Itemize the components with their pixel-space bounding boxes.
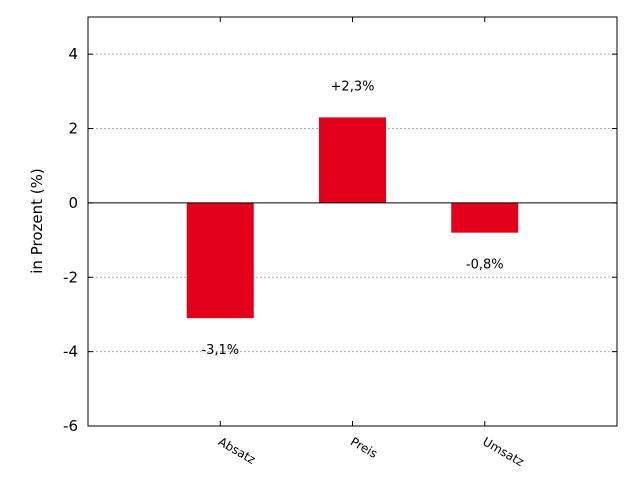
x-tick-label: Absatz xyxy=(216,434,258,466)
y-tick-label: -6 xyxy=(63,417,78,435)
data-label: +2,3% xyxy=(331,79,375,94)
plot-area-border xyxy=(87,16,618,427)
bar-absatz xyxy=(186,202,254,319)
plot-frame xyxy=(87,16,618,427)
data-labels: -3,1% +2,3% -0,8% xyxy=(201,79,503,358)
data-label: -3,1% xyxy=(201,343,239,358)
data-label: -0,8% xyxy=(466,258,504,273)
y-tick-label: 4 xyxy=(68,45,78,63)
y-tick-label: -2 xyxy=(63,268,78,286)
y-tick-label: 0 xyxy=(68,194,78,212)
x-tick-label: Umsatz xyxy=(480,434,526,469)
bar-preis xyxy=(319,117,386,203)
bar-umsatz xyxy=(451,202,519,233)
y-axis-label: in Prozent (%) xyxy=(28,168,46,273)
bars xyxy=(186,117,519,319)
x-tick-label: Preis xyxy=(348,434,380,460)
y-axis-ticks: -6 -4 -2 0 2 4 xyxy=(63,45,617,435)
y-tick-label: 2 xyxy=(68,120,78,138)
y-tick-label: -4 xyxy=(63,343,78,361)
